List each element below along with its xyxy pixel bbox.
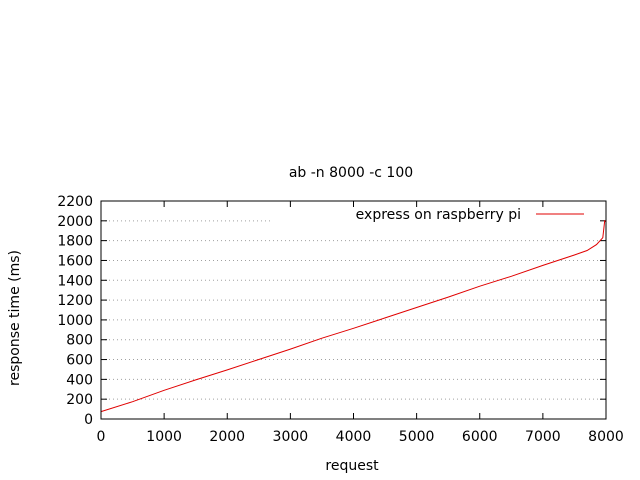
y-tick-labels: 0 200 400 600 800 1000 1200 1400 1600 1800 2000 220… [57,194,93,428]
y-tick-label: 1600 [57,253,93,269]
plot-frame [100,200,607,420]
y-tick-label: 2000 [57,214,93,230]
y-tick-label: 200 [66,392,93,408]
y-axis-label: response time (ms) [7,250,23,386]
series-layer [100,219,607,413]
x-tick-label: 5000 [399,429,435,445]
x-axis-label: request [325,458,379,474]
x-tick-label: 8000 [588,429,624,445]
y-tick-label: 800 [66,333,93,349]
x-tick-label: 2000 [209,429,245,445]
y-tick-label: 1000 [57,313,93,329]
x-tick-label: 1000 [146,429,182,445]
x-tick-label: 4000 [336,429,372,445]
y-tick-label: 2200 [57,194,93,210]
x-tick-labels: 0 1000 2000 3000 4000 5000 6000 7000 8000 [97,429,624,445]
y-tick-label: 1200 [57,293,93,309]
legend: express on raspberry pi [356,207,584,223]
x-tick-label: 3000 [273,429,309,445]
x-tick-label: 7000 [525,429,561,445]
y-tick-label: 1800 [57,234,93,250]
x-tick-label: 0 [97,429,106,445]
y-tick-label: 1400 [57,273,93,289]
y-tick-label: 0 [84,412,93,428]
grid-lines [100,200,607,420]
y-tick-label: 400 [66,372,93,388]
chart-title: ab -n 8000 -c 100 [289,165,413,181]
legend-label: express on raspberry pi [356,207,521,223]
series-line [100,219,607,413]
y-tick-label: 600 [66,353,93,369]
x-tick-label: 6000 [462,429,498,445]
